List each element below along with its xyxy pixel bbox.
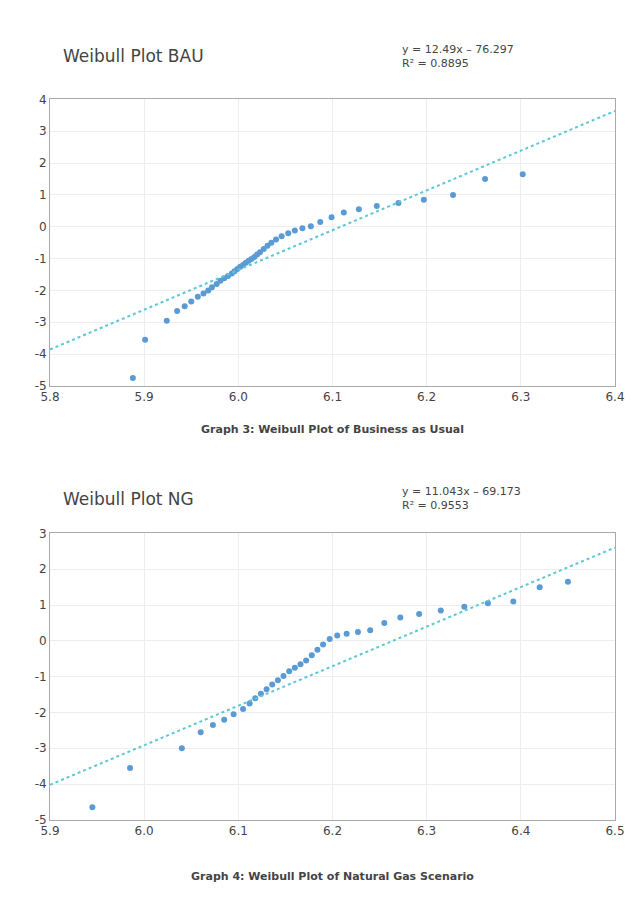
svg-text:2: 2: [39, 562, 47, 576]
svg-text:3: 3: [39, 527, 47, 541]
svg-text:Graph 3: Weibull Plot of Busin: Graph 3: Weibull Plot of Business as Usu…: [201, 423, 464, 436]
svg-text:-3: -3: [35, 741, 47, 755]
svg-text:3: 3: [39, 124, 47, 138]
svg-text:-2: -2: [35, 284, 47, 298]
svg-text:-4: -4: [35, 347, 47, 361]
svg-text:6.2: 6.2: [323, 824, 342, 838]
svg-text:-1: -1: [35, 252, 47, 266]
svg-text:-1: -1: [35, 670, 47, 684]
svg-text:-5: -5: [35, 379, 47, 393]
svg-text:-4: -4: [35, 777, 47, 791]
svg-text:y = 12.49x – 76.297R² = 0.8895: y = 12.49x – 76.297R² = 0.8895: [402, 43, 514, 70]
svg-text:6.0: 6.0: [229, 390, 248, 404]
svg-text:6.1: 6.1: [229, 824, 248, 838]
svg-text:Graph 4: Weibull Plot of Natur: Graph 4: Weibull Plot of Natural Gas Sce…: [191, 870, 474, 883]
svg-text:-5: -5: [35, 813, 47, 827]
svg-text:0: 0: [39, 634, 47, 648]
svg-text:Weibull Plot BAU: Weibull Plot BAU: [63, 46, 204, 66]
svg-text:6.5: 6.5: [605, 824, 624, 838]
svg-text:0: 0: [39, 220, 47, 234]
svg-text:6.4: 6.4: [511, 824, 530, 838]
svg-text:1: 1: [39, 188, 47, 202]
svg-text:y = 11.043x – 69.173R² = 0.955: y = 11.043x – 69.173R² = 0.9553: [402, 485, 521, 512]
svg-text:2: 2: [39, 156, 47, 170]
svg-text:1: 1: [39, 598, 47, 612]
svg-text:6.1: 6.1: [323, 390, 342, 404]
svg-text:6.3: 6.3: [417, 824, 436, 838]
svg-text:6.0: 6.0: [135, 824, 154, 838]
svg-text:5.8: 5.8: [40, 390, 59, 404]
svg-text:5.9: 5.9: [135, 390, 154, 404]
svg-text:-3: -3: [35, 315, 47, 329]
svg-text:6.2: 6.2: [417, 390, 436, 404]
svg-text:5.9: 5.9: [40, 824, 59, 838]
svg-text:Weibull Plot NG: Weibull Plot NG: [63, 489, 194, 509]
svg-text:6.4: 6.4: [605, 390, 624, 404]
svg-text:-2: -2: [35, 706, 47, 720]
svg-text:6.3: 6.3: [511, 390, 530, 404]
svg-text:4: 4: [39, 93, 47, 107]
